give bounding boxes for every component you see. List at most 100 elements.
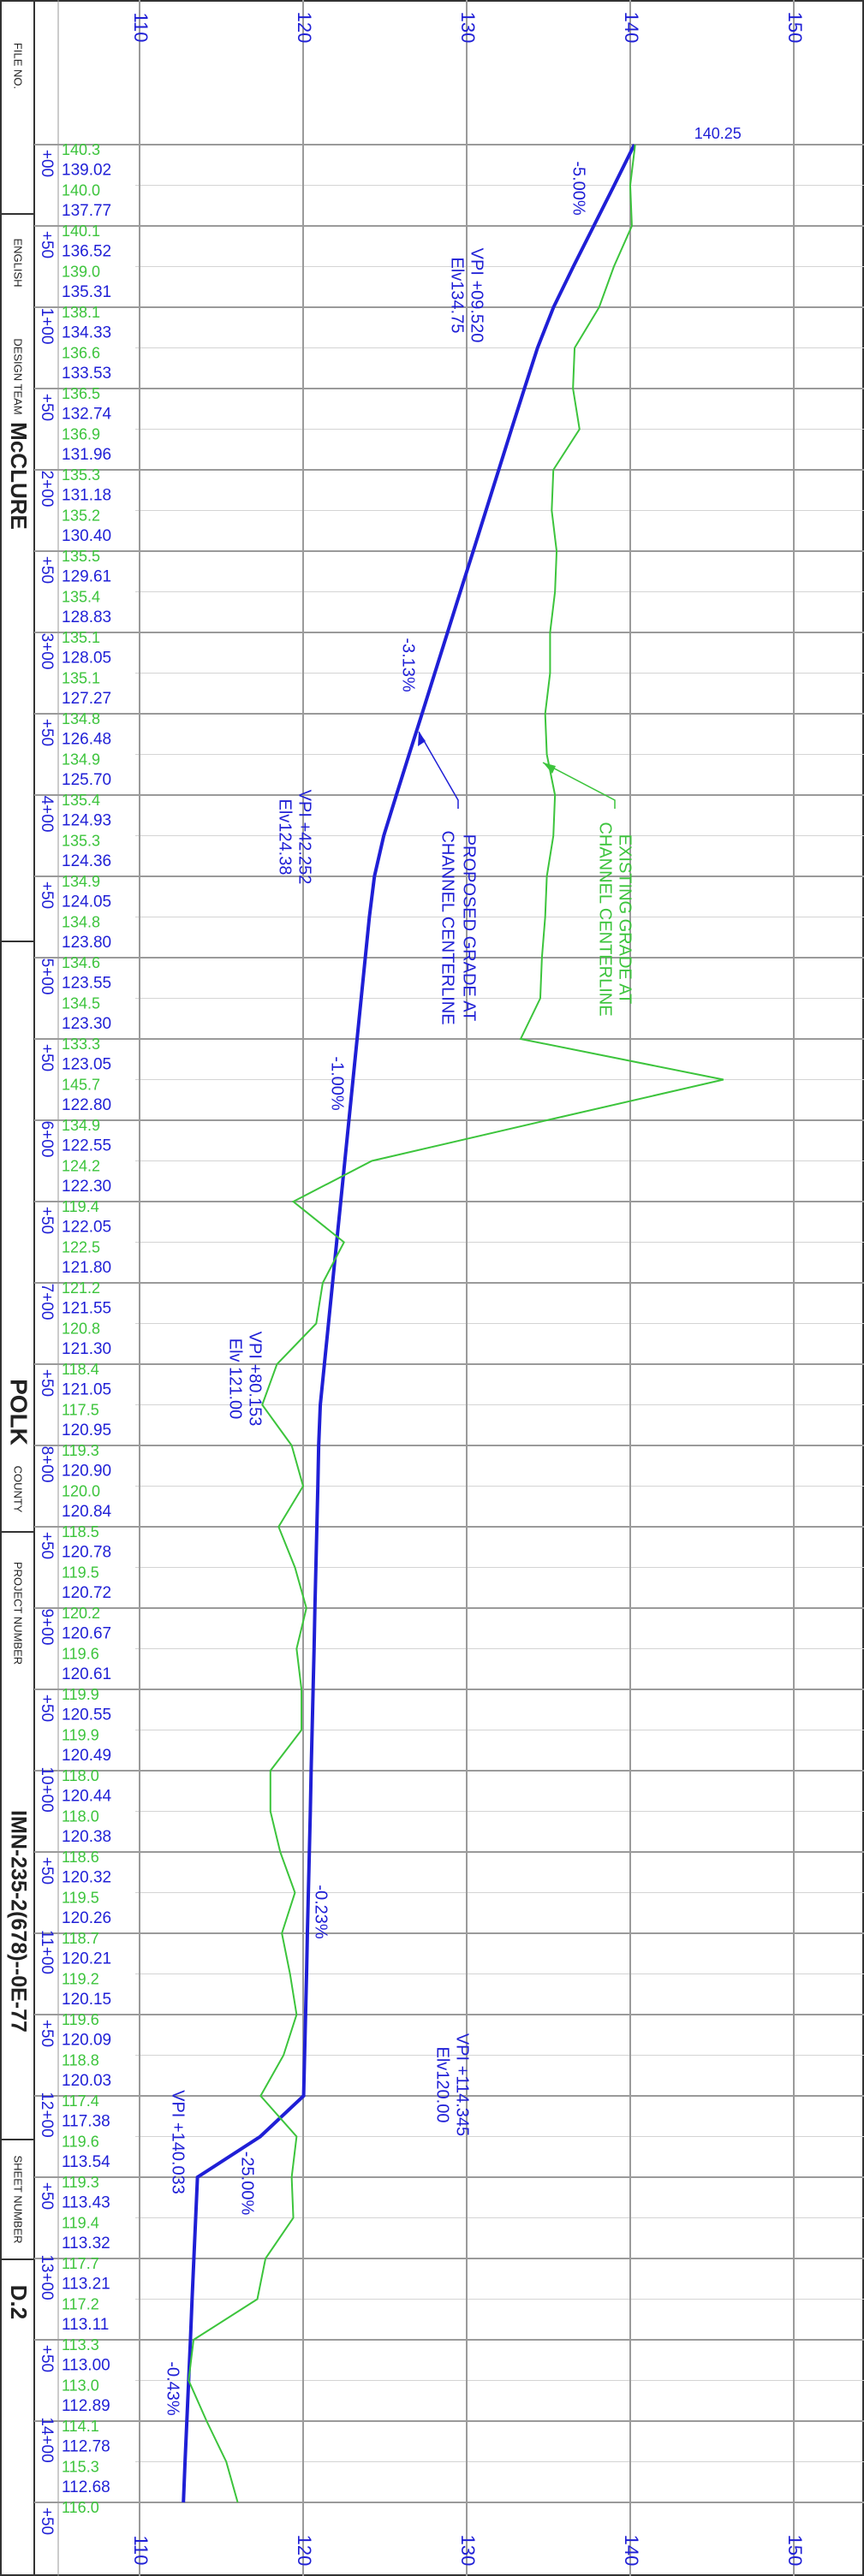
station-label: 2+00	[38, 471, 56, 507]
proposed-elevation-label: 122.05	[62, 1219, 111, 1237]
proposed-elevation-label: 122.30	[62, 1178, 111, 1196]
station-label: +50	[38, 1532, 56, 1559]
existing-elevation-label: 139.0	[62, 263, 100, 280]
existing-elevation-label: 135.1	[62, 629, 100, 646]
existing-grade-line	[188, 144, 724, 2503]
existing-elevation-label: 117.7	[62, 2255, 99, 2272]
elevation-label-top: 120	[294, 12, 315, 44]
existing-elevation-label: 136.9	[62, 425, 100, 442]
proposed-elevation-label: 113.11	[62, 2316, 109, 2334]
existing-elevation-label: 120.8	[62, 1320, 100, 1337]
existing-elevation-label: 117.4	[62, 2092, 99, 2110]
elevation-label-top: 130	[457, 12, 479, 44]
elevation-label-bottom: 110	[130, 2535, 152, 2565]
proposed-elevation-label: 112.89	[62, 2397, 110, 2415]
proposed-elevation-label: 121.80	[62, 1259, 111, 1277]
sheet-number: D.2	[6, 2285, 32, 2319]
proposed-elevation-label: 134.33	[62, 324, 111, 342]
proposed-leader-arrow	[418, 732, 426, 746]
existing-elevation-label: 118.0	[62, 1807, 99, 1825]
proposed-elevation-label: 120.03	[62, 2072, 111, 2090]
existing-elevation-label: 118.5	[62, 1523, 99, 1540]
station-label: +50	[38, 881, 56, 909]
proposed-elevation-label: 117.38	[62, 2113, 110, 2131]
existing-elevation-label: 113.0	[62, 2377, 99, 2394]
proposed-elevation-label: 120.55	[62, 1706, 111, 1724]
station-label: +50	[38, 394, 56, 421]
station-label: 11+00	[38, 1930, 56, 1974]
proposed-elevation-label: 122.55	[62, 1137, 111, 1155]
proposed-elevation-label: 137.77	[62, 202, 111, 220]
existing-elevation-label: 136.6	[62, 344, 100, 361]
existing-elevation-label: 119.3	[62, 1442, 99, 1459]
existing-elevation-label: 136.5	[62, 385, 100, 402]
existing-elevation-label: 119.9	[62, 1726, 99, 1743]
existing-elevation-label: 118.7	[62, 1930, 99, 1947]
proposed-elevation-label: 120.67	[62, 1625, 111, 1643]
station-label: +50	[38, 556, 56, 584]
existing-elevation-label: 119.5	[62, 1564, 99, 1581]
elevation-label-bottom: 150	[784, 2535, 806, 2567]
proposed-elevation-label: 124.05	[62, 893, 111, 911]
annotation: VPI +42.252	[295, 790, 314, 885]
annotation: -0.43%	[164, 2361, 182, 2416]
proposed-elevation-label: 120.26	[62, 1909, 111, 1927]
proposed-elevation-label: 121.55	[62, 1300, 111, 1318]
proposed-elevation-label: 129.61	[62, 568, 111, 586]
title-block: FILE NO. ENGLISH DESIGN TEAM McCLURE POL…	[6, 43, 33, 2319]
existing-elevation-label: 135.4	[62, 792, 100, 809]
station-label: +50	[38, 2345, 56, 2372]
existing-elevation-label: 113.3	[62, 2336, 99, 2353]
proposed-elevation-label: 113.43	[62, 2194, 110, 2212]
station-label: +50	[38, 231, 56, 258]
existing-elevation-label: 140.3	[62, 141, 100, 158]
existing-elevation-label: 118.6	[62, 1849, 99, 1866]
existing-elevation-label: 119.6	[62, 1645, 99, 1662]
project-number: IMN-235-2(678)--0E-77	[6, 1810, 30, 2033]
proposed-elevation-label: 120.61	[62, 1665, 111, 1683]
station-label: 1+00	[38, 308, 56, 345]
existing-elevation-label: 140.0	[62, 181, 100, 199]
proposed-elevation-label: 131.18	[62, 487, 111, 505]
elevation-label-bottom: 130	[457, 2535, 479, 2567]
station-label: 12+00	[38, 2092, 56, 2137]
proposed-elevation-label: 112.78	[62, 2438, 110, 2456]
proposed-elevation-label: 133.53	[62, 365, 111, 383]
design-team-label: DESIGN TEAM	[12, 338, 25, 414]
proposed-elevation-label: 132.74	[62, 406, 112, 424]
project-label: PROJECT NUMBER	[12, 1562, 25, 1665]
existing-elevation-label: 122.5	[62, 1238, 100, 1255]
proposed-elevation-label: 113.54	[62, 2153, 110, 2171]
proposed-elevation-label: 123.55	[62, 975, 111, 993]
title-strip-dividers	[0, 213, 34, 2260]
station-label: 3+00	[38, 633, 56, 670]
station-label: +50	[38, 2020, 56, 2047]
annotation: EXISTING GRADE AT	[616, 834, 635, 1005]
existing-elevation-label: 134.9	[62, 873, 100, 890]
existing-elevation-label: 120.2	[62, 1605, 100, 1622]
station-label: +50	[38, 1857, 56, 1885]
proposed-elevation-label: 130.40	[62, 527, 111, 545]
existing-elevation-label: 120.0	[62, 1482, 100, 1499]
station-label: 4+00	[38, 796, 56, 833]
existing-elevation-label: 134.9	[62, 751, 100, 768]
proposed-elevation-label: 135.31	[62, 283, 111, 301]
station-label: +50	[38, 1695, 56, 1722]
existing-elevation-label: 119.5	[62, 1889, 99, 1906]
existing-elevation-label: 119.2	[62, 1970, 99, 1987]
plot: 140.25 139.02 137.77 136.52 135.31 134.33 133.…	[62, 125, 742, 2516]
existing-elevation-label: 124.2	[62, 1157, 100, 1174]
station-label: +50	[38, 719, 56, 746]
proposed-elevation-label: 120.84	[62, 1503, 112, 1521]
existing-elevation-label: 114.1	[62, 2418, 99, 2435]
file-no: FILE NO.	[12, 43, 25, 89]
existing-elevation-label: 119.6	[62, 2011, 99, 2028]
proposed-elevation-label: 128.83	[62, 608, 111, 626]
proposed-elevation-label: 124.36	[62, 852, 111, 870]
existing-elevation-label: 119.4	[62, 1198, 99, 1215]
proposed-grade-line	[182, 144, 636, 2503]
proposed-elevation-label: 112.68	[62, 2478, 110, 2496]
elevation-label-bottom: 140	[621, 2535, 642, 2567]
station-label: 13+00	[38, 2254, 56, 2300]
